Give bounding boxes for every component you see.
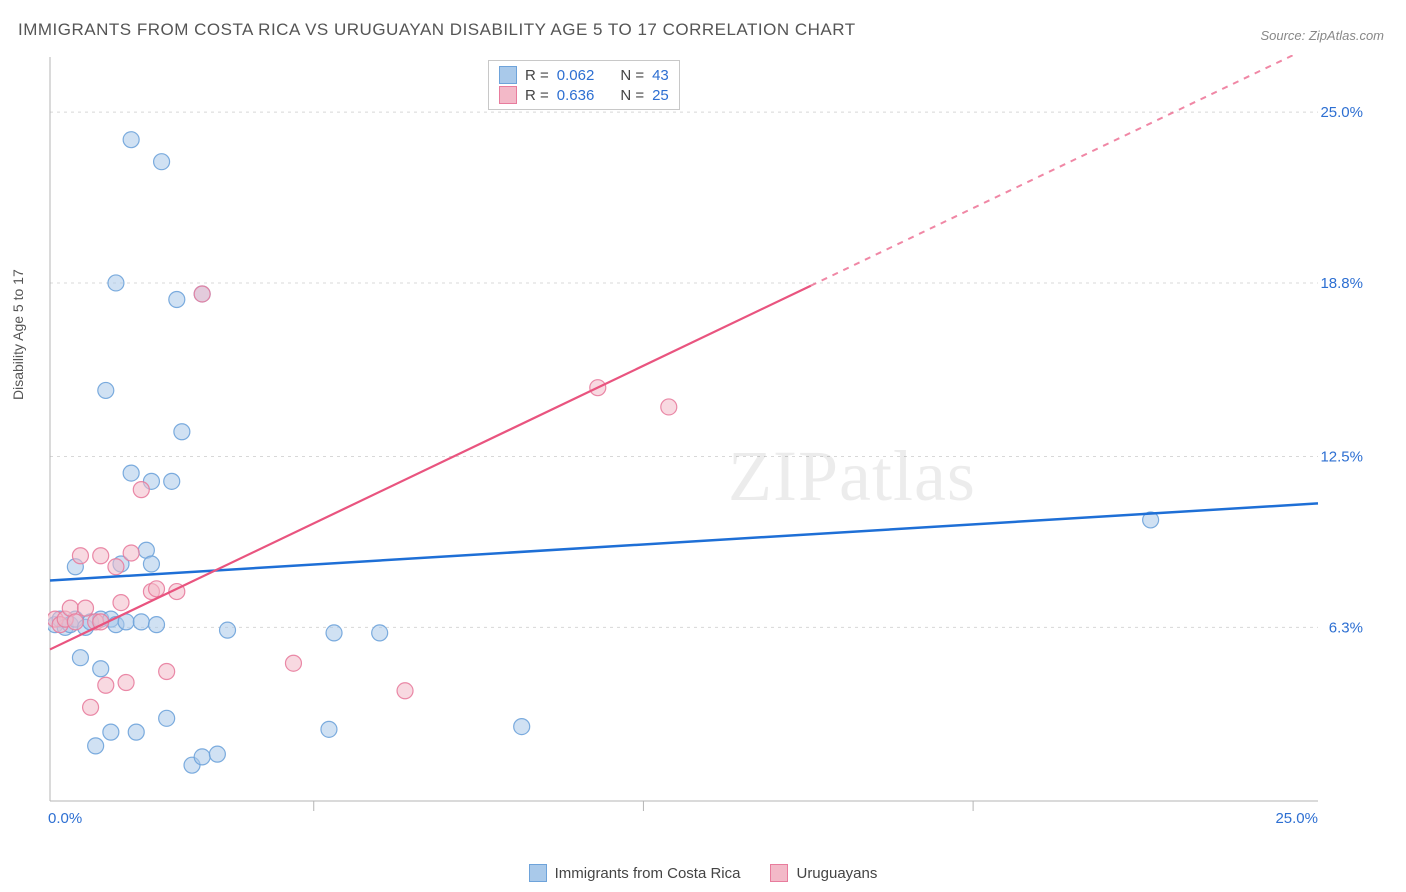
svg-text:18.8%: 18.8% — [1320, 275, 1363, 292]
bottom-legend-series2: Uruguayans — [770, 864, 877, 882]
series2-label: Uruguayans — [796, 865, 877, 882]
series1-label: Immigrants from Costa Rica — [555, 865, 741, 882]
legend-swatch-icon — [770, 864, 788, 882]
n-label: N = — [620, 67, 644, 84]
svg-text:6.3%: 6.3% — [1329, 619, 1363, 636]
legend-swatch-series2 — [499, 86, 517, 104]
r-value: 0.636 — [557, 87, 595, 104]
svg-text:0.0%: 0.0% — [48, 810, 82, 825]
svg-text:12.5%: 12.5% — [1320, 449, 1363, 466]
svg-text:25.0%: 25.0% — [1275, 810, 1318, 825]
chart-title: IMMIGRANTS FROM COSTA RICA VS URUGUAYAN … — [18, 20, 856, 40]
r-value: 0.062 — [557, 67, 595, 84]
legend-row-series2: R = 0.636 N = 25 — [499, 85, 669, 105]
bottom-legend: Immigrants from Costa Rica Uruguayans — [0, 864, 1406, 882]
r-label: R = — [525, 67, 549, 84]
n-label: N = — [620, 87, 644, 104]
r-label: R = — [525, 87, 549, 104]
scatter-plot: 6.3% 12.5% 18.8% 25.0% 0.0% 25.0% — [48, 55, 1368, 825]
svg-text:25.0%: 25.0% — [1320, 104, 1363, 121]
legend-swatch-icon — [529, 864, 547, 882]
y-axis-label: Disability Age 5 to 17 — [10, 269, 26, 400]
correlation-legend: R = 0.062 N = 43 R = 0.636 N = 25 — [488, 60, 680, 110]
n-value: 43 — [652, 67, 669, 84]
bottom-legend-series1: Immigrants from Costa Rica — [529, 864, 741, 882]
n-value: 25 — [652, 87, 669, 104]
legend-swatch-series1 — [499, 66, 517, 84]
legend-row-series1: R = 0.062 N = 43 — [499, 65, 669, 85]
chart-area: 6.3% 12.5% 18.8% 25.0% 0.0% 25.0% R = 0.062 N… — [48, 55, 1368, 825]
source-attribution: Source: ZipAtlas.com — [1260, 28, 1384, 43]
